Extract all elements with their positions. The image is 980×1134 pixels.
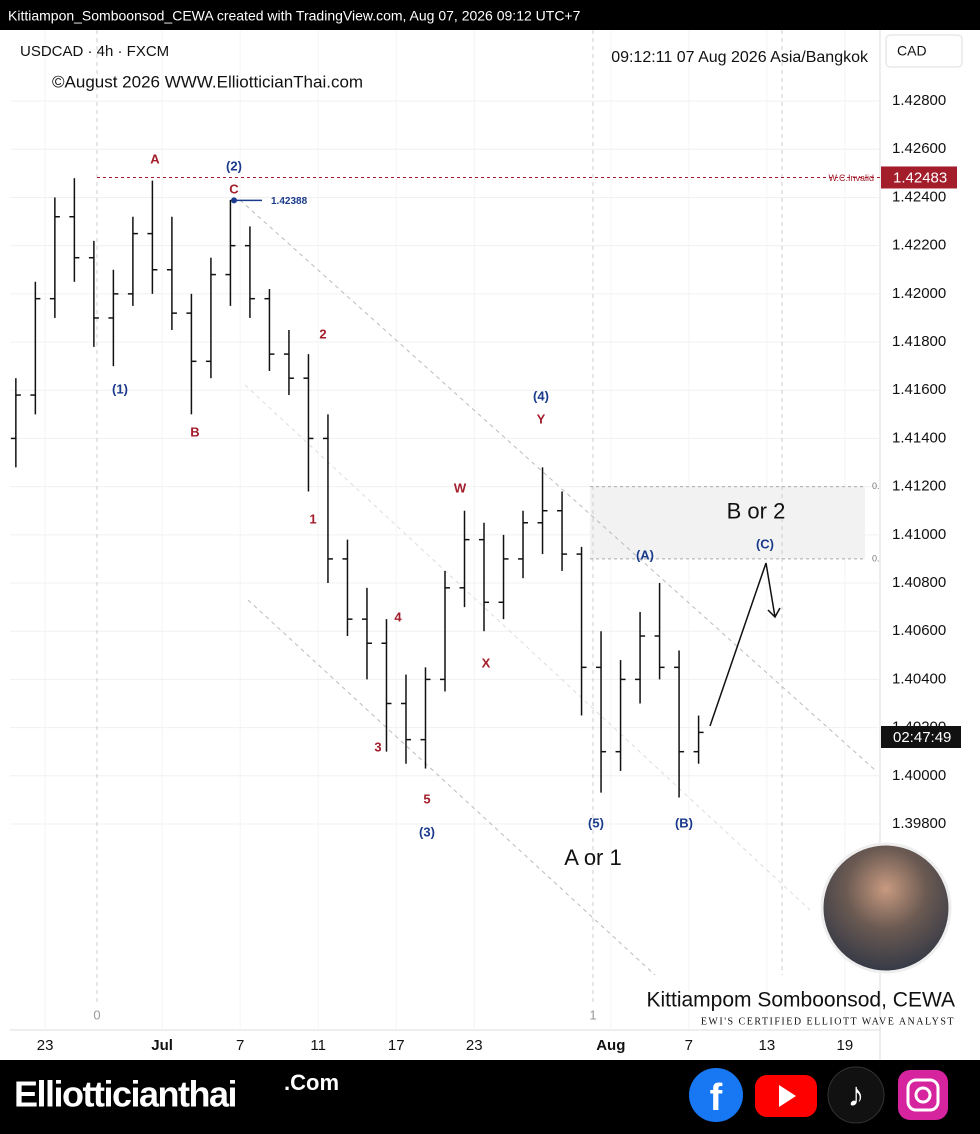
- x-tick-label: 7: [236, 1037, 244, 1054]
- target-zone: [590, 486, 865, 559]
- author-name: Kittiampom Somboonsod, CEWA: [646, 989, 955, 1012]
- wave-label: 4: [394, 609, 402, 624]
- x-tick-label: 13: [759, 1037, 776, 1054]
- facebook-icon[interactable]: [689, 1068, 743, 1122]
- x-tick-label: 23: [466, 1037, 483, 1054]
- y-tick-label: 1.41800: [892, 333, 946, 350]
- y-tick-label: 1.40000: [892, 767, 946, 784]
- y-tick-label: 1.40800: [892, 574, 946, 591]
- channel-line: [239, 199, 876, 771]
- price-badge: [881, 166, 957, 189]
- x-tick-label: Aug: [596, 1037, 625, 1054]
- wave-label: 2: [319, 326, 326, 341]
- wave-label: (5): [588, 815, 604, 830]
- wave-label: 3: [374, 739, 381, 754]
- wave-label: 5: [423, 791, 430, 806]
- wave-label: B: [190, 424, 199, 439]
- time-fib-label: 1: [589, 1007, 596, 1022]
- x-tick-label: Jul: [151, 1037, 173, 1054]
- wave-label: C: [229, 181, 239, 196]
- countdown-badge: [881, 726, 961, 748]
- y-tick-label: 1.42600: [892, 140, 946, 157]
- zone-level-label: 0.: [872, 553, 880, 563]
- x-tick-label: 23: [37, 1037, 54, 1054]
- y-tick-label: 1.41000: [892, 526, 946, 543]
- author-title: EWI's Certified Elliott Wave Analyst: [701, 1016, 955, 1027]
- y-tick-label: 1.41600: [892, 381, 946, 398]
- footer-brand: Elliotticianthai: [14, 1074, 236, 1115]
- header-bar: [0, 0, 980, 30]
- facebook-glyph: f: [710, 1077, 723, 1119]
- y-tick-label: 1.41200: [892, 478, 946, 495]
- y-tick-label: 1.42000: [892, 285, 946, 302]
- youtube-glyph: [779, 1085, 796, 1107]
- x-tick-label: 7: [685, 1037, 693, 1054]
- drawings: [96, 30, 876, 1005]
- y-tick-label: 1.41400: [892, 429, 946, 446]
- x-tick-label: 11: [310, 1037, 326, 1054]
- tiktok-glyph: ♪: [848, 1076, 865, 1114]
- footer-brand-suffix: .Com: [284, 1070, 339, 1095]
- wave-label: (B): [675, 815, 693, 830]
- x-tick-label: 17: [388, 1037, 405, 1054]
- zone-level-label: 0.: [872, 481, 880, 491]
- header-text: Kittiampon_Somboonsod_CEWA created with …: [8, 8, 581, 24]
- y-tick-label: 1.39800: [892, 815, 946, 832]
- wave-label: (A): [636, 547, 654, 562]
- wave-label: (1): [112, 381, 128, 396]
- channel-line: [244, 384, 811, 911]
- level-point: [231, 197, 237, 204]
- wave-label: (4): [533, 388, 549, 403]
- y-tick-label: 1.40600: [892, 622, 946, 639]
- author-photo: [820, 842, 952, 974]
- wave-label: 1: [309, 511, 316, 526]
- instagram-glyph: [914, 1086, 932, 1104]
- wave-label: (3): [419, 824, 435, 839]
- copyright: ©August 2026 WWW.ElliotticianThai.com: [52, 72, 363, 91]
- invalidation-name: W.C.Invalid: [828, 173, 874, 183]
- wave-label: (2): [226, 158, 242, 173]
- wave-label: (C): [756, 536, 774, 551]
- countdown: 02:47:49: [893, 729, 951, 746]
- y-tick-label: 1.42400: [892, 188, 946, 205]
- wave-label-large: A or 1: [564, 845, 621, 870]
- x-tick-label: 19: [837, 1037, 854, 1054]
- clock: 09:12:11 07 Aug 2026 Asia/Bangkok: [611, 49, 869, 66]
- time-fib-label: 0: [93, 1007, 100, 1022]
- price-badge-label: 1.42483: [893, 169, 947, 186]
- y-tick-label: 1.42200: [892, 237, 946, 254]
- symbol: USDCAD · 4h · FXCM: [20, 43, 169, 60]
- zone-label: B or 2: [727, 499, 786, 524]
- currency[interactable]: CAD: [897, 43, 927, 59]
- y-tick-label: 1.40400: [892, 670, 946, 687]
- level-label: 1.42388: [271, 196, 308, 207]
- wave-label: W: [454, 480, 467, 495]
- tiktok-icon[interactable]: [827, 1066, 885, 1124]
- wave-label: Y: [537, 411, 546, 426]
- y-tick-label: 1.42800: [892, 92, 946, 109]
- wave-label: X: [482, 655, 491, 670]
- instagram-icon[interactable]: [898, 1070, 948, 1120]
- wave-label: A: [150, 151, 160, 166]
- instagram-glyph: [906, 1078, 940, 1112]
- projection-arrow: [709, 562, 781, 727]
- currency-button[interactable]: [885, 34, 963, 68]
